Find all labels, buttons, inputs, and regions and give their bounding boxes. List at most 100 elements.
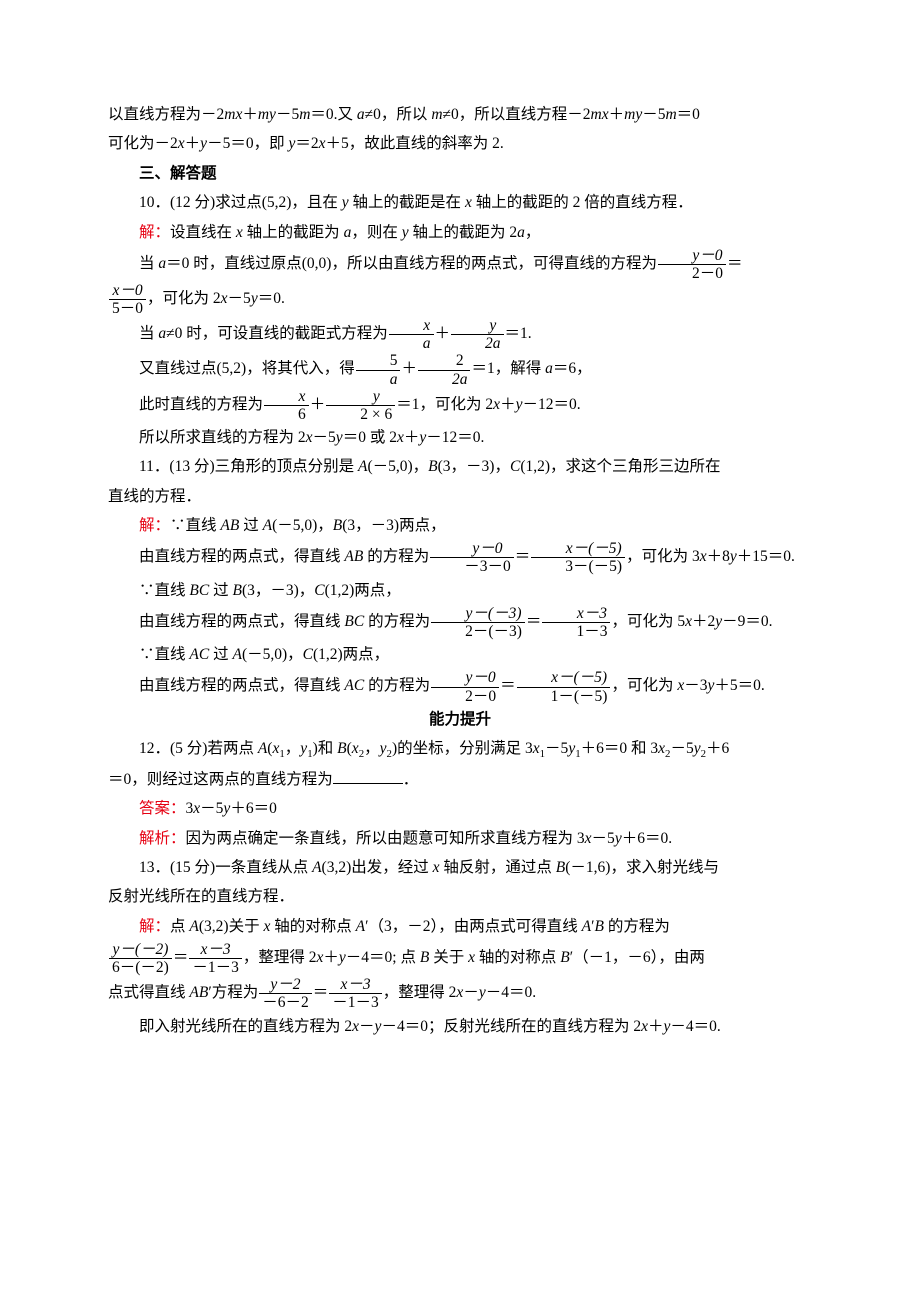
t: 轴的对称点: [475, 949, 560, 966]
t: ＝0.又: [310, 106, 357, 123]
v: B: [333, 517, 342, 534]
fraction: y－(－2)6－(－2): [109, 941, 172, 976]
q13: 13．(15 分)一条直线从点 A(3,2)出发，经过 x 轴反射，通过点 B(…: [108, 853, 812, 882]
v: x: [178, 135, 185, 152]
a11-1: 解：∵直线 AB 过 A(－5,0)，B(3，－3)两点，: [108, 511, 812, 540]
line-prev-2: 可化为－2x＋y－5＝0，即 y＝2x＋5，故此直线的斜率为 2.: [108, 129, 812, 158]
t: ＋6: [706, 740, 729, 757]
t: ．: [403, 771, 419, 788]
t: ＋6＝0: [230, 800, 277, 817]
t: －4＝0; 点: [346, 949, 420, 966]
v: y: [694, 740, 701, 757]
t: (1,2)两点，: [325, 582, 401, 599]
t: ＝: [173, 949, 189, 966]
t: ＝: [500, 678, 516, 695]
v: x: [433, 859, 440, 876]
section-heading-ability: 能力提升: [108, 705, 812, 734]
den: 1－3: [542, 622, 610, 640]
t: ，可化为 3: [626, 549, 700, 566]
num: x－(－5): [531, 540, 625, 557]
t: ≠0 时，可设直线的截距式方程为: [166, 325, 388, 342]
v: A: [189, 918, 198, 935]
t: 此时直线的方程为: [139, 396, 263, 413]
label-solution: 解：: [139, 517, 170, 534]
den: 2a: [451, 334, 504, 352]
v: x: [352, 1018, 359, 1035]
fraction: y2a: [451, 317, 504, 352]
t: 所以所求直线的方程为 2: [139, 429, 306, 446]
v: m: [299, 106, 310, 123]
t: －5: [545, 740, 568, 757]
t: －5: [670, 740, 693, 757]
t: ′（－1，－6），由两: [570, 949, 705, 966]
fraction: x－(－5)1－(－5): [517, 669, 611, 704]
num: y: [451, 317, 504, 334]
v: A: [312, 859, 321, 876]
q10: 10．(12 分)求过点(5,2)，且在 y 轴上的截距是在 x 轴上的截距的 …: [108, 188, 812, 217]
a12: 答案：3x－5y＋6＝0: [108, 794, 812, 823]
num: x－(－5): [517, 669, 611, 686]
t: 轴反射，通过点: [440, 859, 556, 876]
v: B: [232, 582, 241, 599]
t: 当: [139, 255, 158, 272]
t: ∵直线: [139, 582, 189, 599]
a11-3: ∵直线 BC 过 B(3，－3)，C(1,2)两点，: [108, 576, 812, 605]
t: ，: [285, 740, 301, 757]
den: 2－0: [658, 264, 726, 282]
t: －12＝0.: [522, 396, 580, 413]
t: 即入射光线所在的直线方程为 2: [139, 1018, 352, 1035]
t: ＝1，解得: [471, 361, 545, 378]
t: ，可化为 2: [147, 290, 221, 307]
v: A: [263, 517, 272, 534]
t: －5: [313, 429, 336, 446]
t: 13．(15 分)一条直线从点: [139, 859, 312, 876]
t: 的方程为: [604, 918, 670, 935]
den: 1－(－5): [517, 687, 611, 705]
t: 又直线过点(5,2)，将其代入，得: [139, 361, 355, 378]
t: ，: [364, 740, 380, 757]
t: －5: [200, 800, 223, 817]
den: a: [389, 334, 434, 352]
v: x: [533, 740, 540, 757]
fraction: x－05－0: [109, 282, 146, 317]
document-page: 以直线方程为－2mx＋my－5m＝0.又 a≠0，所以 m≠0，所以直线方程－2…: [0, 0, 920, 1081]
e12: 解析：因为两点确定一条直线，所以由题意可知所求直线方程为 3x－5y＋6＝0.: [108, 824, 812, 853]
a10-3: x－05－0，可化为 2x－5y＝0.: [108, 282, 812, 317]
t: ＝0.: [258, 290, 285, 307]
t: (－1,6)，求入射光线与: [565, 859, 719, 876]
t: －: [359, 1018, 375, 1035]
t: ′（3，－2），由两点式可得直线: [365, 918, 582, 935]
t: ＋5，故此直线的斜率为 2.: [326, 135, 504, 152]
t: ＝: [313, 985, 329, 1002]
t: ≠0，所以直线方程－2: [443, 106, 591, 123]
v: AB: [220, 517, 239, 534]
v: C: [510, 458, 520, 475]
t: ≠0，所以: [365, 106, 432, 123]
v: x: [236, 224, 243, 241]
t: －9＝0.: [722, 613, 772, 630]
v: y: [336, 429, 343, 446]
t: ＋: [323, 949, 339, 966]
t: ＋: [500, 396, 516, 413]
t: (3，－3)两点，: [342, 517, 445, 534]
t: －5: [642, 106, 665, 123]
v: a: [158, 255, 166, 272]
num: y－2: [259, 976, 312, 993]
num: x: [264, 388, 309, 405]
t: 设直线在: [170, 224, 236, 241]
t: ′方程为: [208, 985, 258, 1002]
t: ＝0: [677, 106, 700, 123]
a10-6: 此时直线的方程为x6＋y2 × 6＝1，可化为 2x＋y－12＝0.: [108, 388, 812, 423]
t: ，可化为 5: [611, 613, 685, 630]
t: －5: [276, 106, 299, 123]
v: B: [428, 458, 437, 475]
num: y－0: [658, 247, 726, 264]
v: m: [665, 106, 676, 123]
v: A: [356, 918, 365, 935]
v: B: [556, 859, 565, 876]
fraction: y－02－0: [431, 669, 499, 704]
den: －6－2: [259, 993, 312, 1011]
a13-2: y－(－2)6－(－2)＝x－3－1－3，整理得 2x＋y－4＝0; 点 B 关…: [108, 941, 812, 976]
t: ，整理得 2: [243, 949, 317, 966]
t: ＋: [185, 135, 201, 152]
